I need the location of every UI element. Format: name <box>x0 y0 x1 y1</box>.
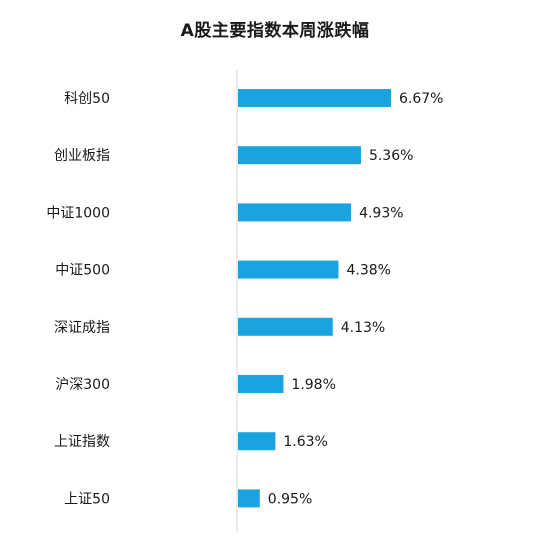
bar <box>238 432 276 451</box>
category-label: 中证500 <box>55 263 110 279</box>
bar <box>238 89 391 107</box>
category-label: 上证指数 <box>54 434 110 450</box>
bar <box>238 317 333 336</box>
category-label: 中证1000 <box>46 205 110 221</box>
category-label: 创业板指 <box>54 148 110 164</box>
category-label: 科创50 <box>64 91 110 107</box>
value-label: 4.38% <box>346 263 390 279</box>
value-label: 1.98% <box>291 377 335 393</box>
bar <box>238 260 339 279</box>
bar <box>238 489 260 508</box>
category-label: 深证成指 <box>54 320 110 336</box>
chart-title: A股主要指数本周涨跌幅 <box>180 21 370 41</box>
bar <box>238 203 352 222</box>
category-label: 沪深300 <box>55 377 110 393</box>
value-label: 6.67% <box>399 91 443 107</box>
category-label: 上证50 <box>64 491 110 507</box>
value-label: 4.93% <box>359 205 403 221</box>
bar <box>238 375 284 393</box>
value-label: 5.36% <box>369 148 413 164</box>
value-label: 1.63% <box>283 434 327 450</box>
value-label: 4.13% <box>341 320 385 336</box>
value-label: 0.95% <box>268 491 312 507</box>
bar <box>238 146 361 165</box>
